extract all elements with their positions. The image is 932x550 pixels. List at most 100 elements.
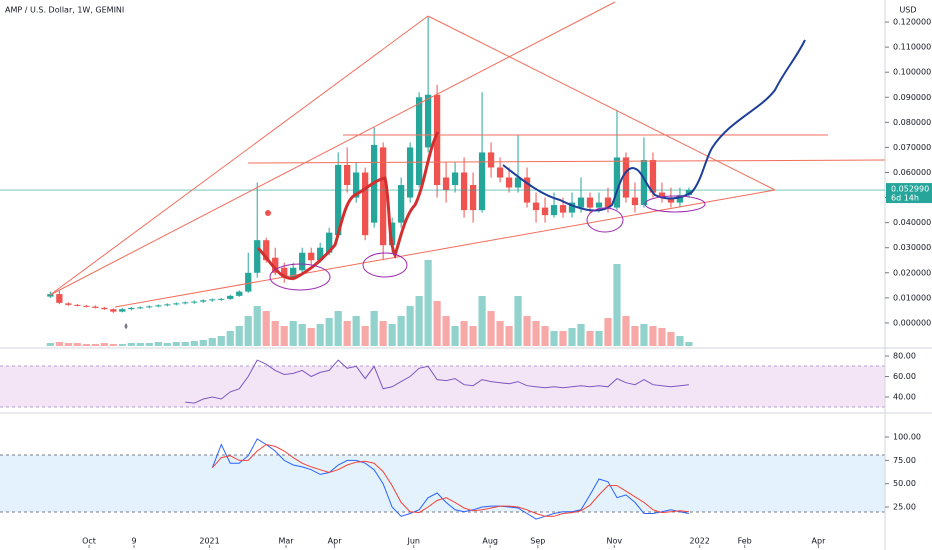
hand-drawn-curve [502,39,806,212]
volume-bar [280,326,288,346]
volume-bar [64,343,72,346]
candle-body [128,307,135,310]
last-price-tag [886,183,932,204]
candle-body [631,197,639,206]
volume-bar [550,331,558,346]
candle-body [353,172,360,198]
volume-bar [667,332,675,346]
volume-bar [244,316,252,346]
volume-bar [604,318,612,346]
candle-body [604,197,612,208]
candle-body [505,177,513,188]
candle-body [532,202,540,211]
candle-body [397,185,405,223]
volume-bar [73,343,81,346]
rsi-band [0,366,885,407]
candle-body [451,172,459,186]
candle-body [487,152,495,168]
candle-body [92,306,99,308]
x-tick-label: Feb [738,537,752,546]
volume-bar [352,316,360,346]
volume-bar [559,331,567,346]
volume-bar [217,336,225,346]
candle-body [74,304,81,306]
highlight-ellipse [269,263,331,291]
volume-bar [325,318,333,346]
x-tick-label: Jun [406,537,420,546]
candle-body [254,240,261,273]
candle-body [65,303,72,305]
candle-body [640,159,648,206]
highlight-ellipse [586,207,624,233]
x-tick-label: Mar [278,537,294,546]
volume-bar [658,328,666,346]
volume-bar [622,316,630,346]
y-tick-label: 60.00 [893,372,916,381]
volume-bar [361,326,369,346]
candle-body [433,94,441,186]
y-tick-label: 40.00 [893,392,916,401]
volume-bar [568,328,576,346]
volume-bar [91,344,99,346]
candle-body [514,177,522,188]
volume-bar [55,342,63,346]
trend-line [49,1,616,296]
candle-body [299,252,306,271]
candle-body [83,305,90,307]
volume-bar [514,296,522,346]
volume-bar [379,321,387,346]
volume-bar [640,324,648,346]
candle-body [667,197,675,203]
stoch-band [0,455,885,512]
volume-bar [631,326,639,346]
volume-bar [298,324,306,346]
candle-body [110,309,117,312]
volume-bar [100,343,108,346]
volume-bar [370,311,378,346]
volume-bar [181,342,189,346]
volume-bar [307,328,315,346]
y-tick-label: 0.020000 [893,268,931,277]
y-tick-label: 0.080000 [893,118,931,127]
volume-bar [262,311,270,346]
volume-bar [253,306,261,346]
candle-body [559,205,567,213]
y-tick-label: 0.030000 [893,243,931,252]
countdown-label: 6d 14h [891,194,919,203]
x-tick-label: 9 [131,537,136,546]
candle-body [568,202,576,213]
candle-body [442,177,450,191]
candle-body [577,197,585,208]
candle-body [218,298,225,300]
y-tick-label: 0.070000 [893,143,931,152]
highlight-ellipse [644,195,706,213]
drawings [49,1,886,329]
y-tick-label: 0.120000 [893,18,931,27]
y-tick-label: 0.090000 [893,93,931,102]
y-tick-label: 75.00 [893,456,916,465]
candle-body [146,306,153,308]
last-price-label: 0.052990 [891,185,929,194]
candle-body [541,207,549,216]
volume-bar [685,342,693,346]
candle-body [496,167,504,178]
volume-bar [586,331,594,346]
candle-body [406,147,414,198]
y-tick-label: 80.00 [893,352,916,361]
candle-body [164,304,171,306]
volume-bar [289,321,297,346]
x-tick-label: Apr [812,537,827,546]
candle-body [245,272,252,292]
candle-body [362,172,369,236]
candle-body [173,303,180,305]
volume-bar [595,331,603,346]
volume-bar [541,326,549,346]
candle-body [550,205,558,216]
candle-body [155,305,162,307]
volume-bar [334,311,342,346]
candle-body [658,192,666,198]
y-tick-label: 0.040000 [893,218,931,227]
x-tick-label: Oct [82,537,96,546]
volume-bar [451,326,459,346]
